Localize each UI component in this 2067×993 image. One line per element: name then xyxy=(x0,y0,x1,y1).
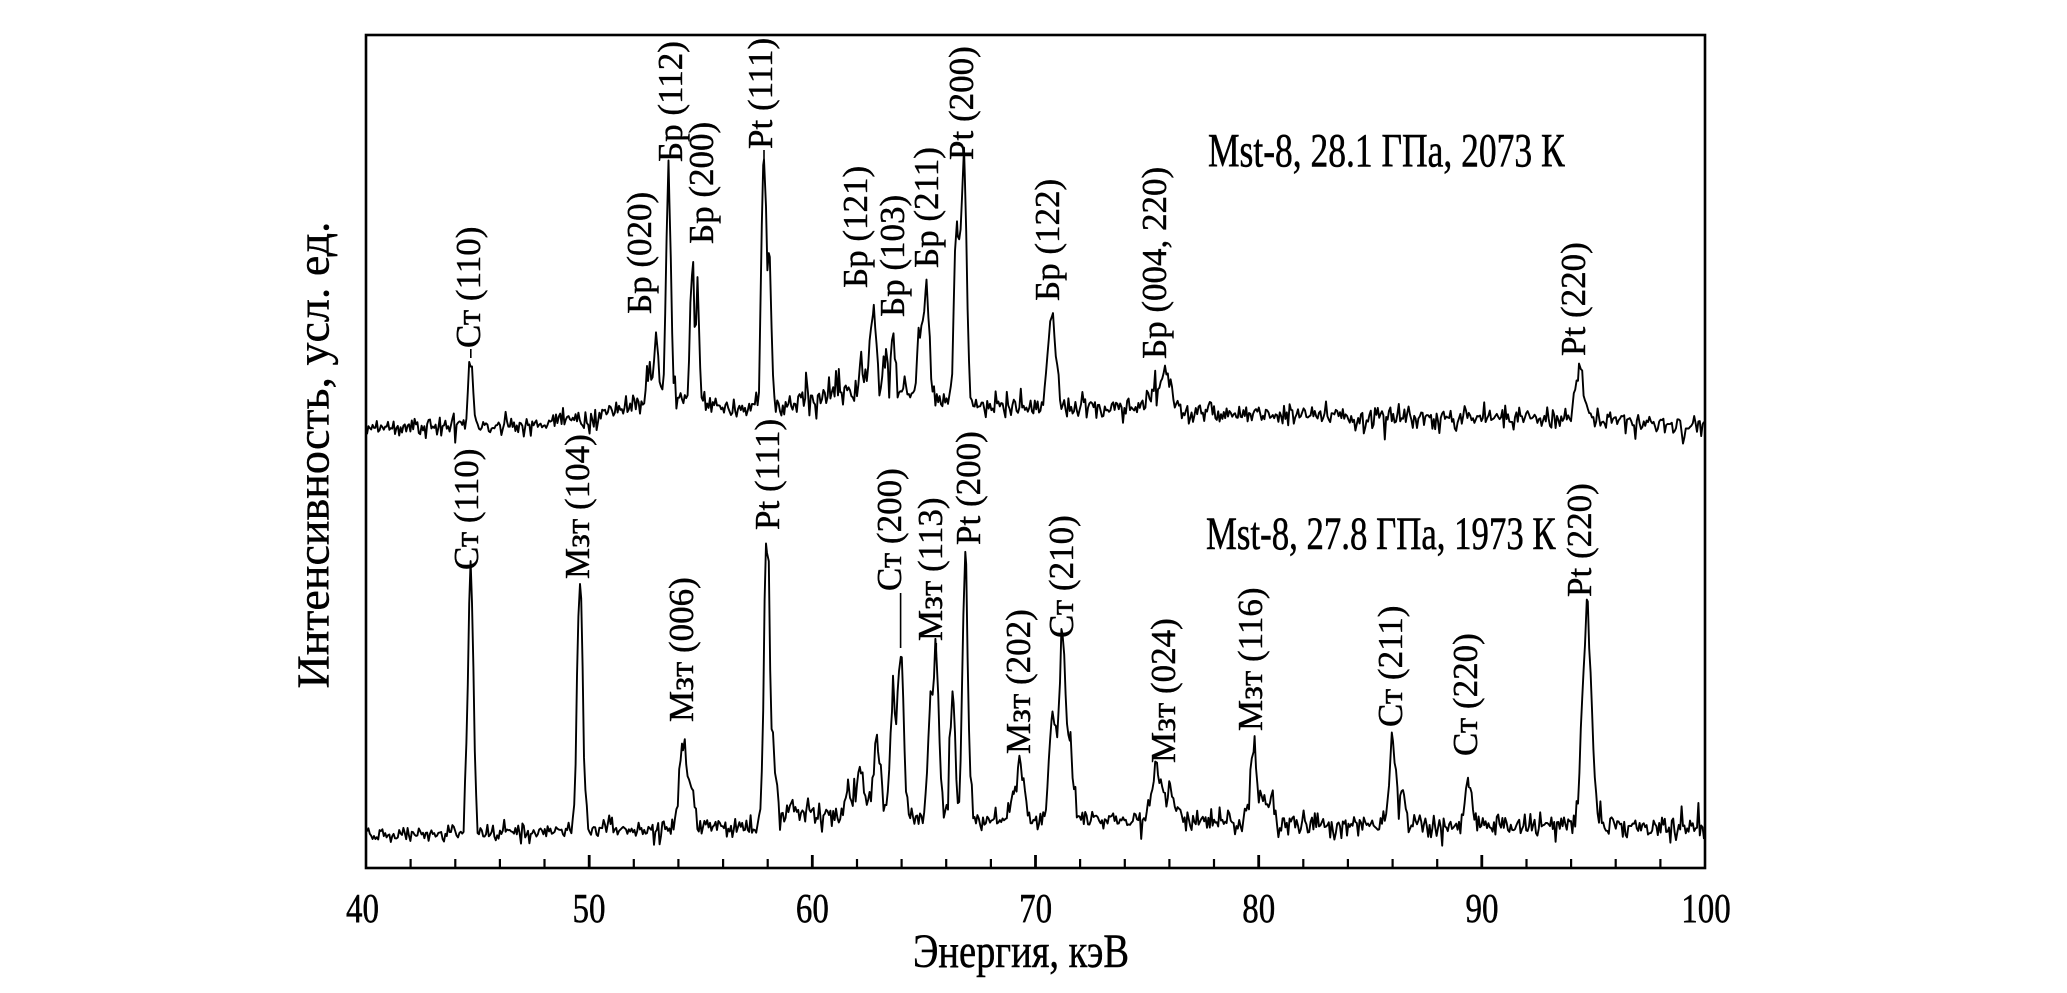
svg-text:Mst-8, 27.8 ГПа, 1973 К: Mst-8, 27.8 ГПа, 1973 К xyxy=(1206,507,1556,559)
svg-text:Мзт (116): Мзт (116) xyxy=(1231,587,1270,731)
svg-text:Энергия, кэВ: Энергия, кэВ xyxy=(913,925,1129,978)
svg-text:Ст (110): Ст (110) xyxy=(449,227,488,348)
svg-text:Бр (122): Бр (122) xyxy=(1028,179,1067,301)
svg-text:Бр (200): Бр (200) xyxy=(682,122,721,244)
svg-text:50: 50 xyxy=(573,887,606,932)
svg-text:Ст (211): Ст (211) xyxy=(1371,606,1410,727)
svg-text:Бр (112): Бр (112) xyxy=(651,41,690,162)
svg-text:90: 90 xyxy=(1466,887,1499,932)
svg-text:Бр (020): Бр (020) xyxy=(620,192,659,314)
svg-text:Бр (004, 220): Бр (004, 220) xyxy=(1135,167,1174,359)
svg-text:60: 60 xyxy=(796,887,829,932)
svg-text:Бр (103): Бр (103) xyxy=(873,195,912,317)
svg-text:Бр (211): Бр (211) xyxy=(907,147,946,268)
svg-text:Бр (121): Бр (121) xyxy=(836,166,875,288)
svg-text:Ст (200): Ст (200) xyxy=(870,468,909,591)
svg-text:100: 100 xyxy=(1681,887,1730,932)
svg-text:Мзт (024): Мзт (024) xyxy=(1144,618,1183,763)
svg-text:Мзт (113): Мзт (113) xyxy=(911,497,950,641)
svg-text:Ст (210): Ст (210) xyxy=(1042,515,1081,638)
svg-text:Интенсивность, усл. ед.: Интенсивность, усл. ед. xyxy=(288,221,339,688)
svg-text:Pt (111): Pt (111) xyxy=(741,38,780,149)
svg-text:Pt (220): Pt (220) xyxy=(1554,242,1593,356)
svg-text:Мзт (202): Мзт (202) xyxy=(999,609,1038,754)
svg-text:Ст (220): Ст (220) xyxy=(1446,633,1485,756)
svg-text:70: 70 xyxy=(1019,887,1052,932)
svg-text:Mst-8, 28.1 ГПа, 2073 К: Mst-8, 28.1 ГПа, 2073 К xyxy=(1208,124,1565,177)
svg-text:Мзт (104): Мзт (104) xyxy=(558,434,597,579)
svg-text:Pt (200): Pt (200) xyxy=(949,431,988,545)
svg-text:Pt (220): Pt (220) xyxy=(1560,483,1599,597)
svg-text:Pt (200): Pt (200) xyxy=(942,46,981,160)
svg-text:Ст (110): Ст (110) xyxy=(447,449,486,570)
svg-text:40: 40 xyxy=(346,887,379,932)
svg-text:80: 80 xyxy=(1242,887,1275,932)
svg-text:Мзт (006): Мзт (006) xyxy=(662,577,701,722)
svg-text:Pt (111): Pt (111) xyxy=(748,419,787,530)
